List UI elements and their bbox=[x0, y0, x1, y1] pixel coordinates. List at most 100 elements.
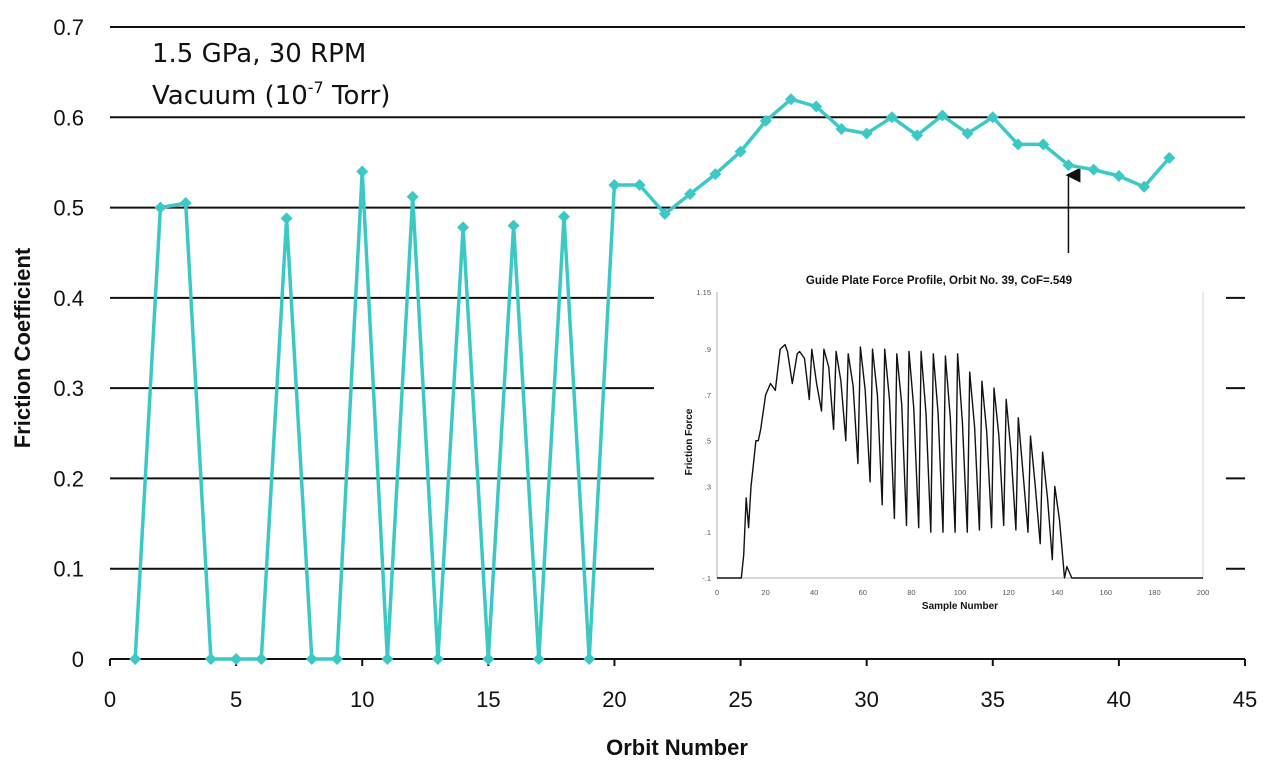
main-axes bbox=[109, 658, 1246, 666]
main-data-point bbox=[1062, 159, 1075, 172]
main-data-point bbox=[1037, 138, 1050, 151]
main-data-point bbox=[532, 653, 545, 665]
main-data-point bbox=[885, 111, 898, 124]
inset-plot-area bbox=[717, 343, 1203, 579]
main-y-tick-label: 0.2 bbox=[53, 466, 84, 491]
main-data-point bbox=[558, 210, 570, 223]
inset-y-tick-label: .3 bbox=[705, 482, 711, 491]
main-x-tick-label: 5 bbox=[230, 687, 242, 712]
main-data-point bbox=[356, 165, 369, 178]
main-data-point bbox=[381, 653, 394, 665]
main-data-point bbox=[583, 653, 596, 665]
main-data-point bbox=[1163, 151, 1176, 164]
main-data-point bbox=[431, 653, 444, 665]
y-axis-title: Friction Coefficient bbox=[10, 247, 35, 448]
inset-title: Guide Plate Force Profile, Orbit No. 39,… bbox=[806, 275, 1072, 287]
inset-y-tick-label: 1.15 bbox=[696, 288, 711, 297]
main-y-tick-label: 0 bbox=[72, 647, 84, 672]
inset-x-tick-label: 200 bbox=[1197, 588, 1210, 597]
main-data-point bbox=[658, 207, 671, 220]
main-y-tick-labels: 0 0.1 0.2 0.3 0.4 0.5 0.6 0.7 bbox=[53, 15, 84, 672]
main-data-point bbox=[179, 197, 192, 210]
main-data-point bbox=[331, 653, 343, 665]
inset-x-tick-label: 100 bbox=[954, 588, 967, 597]
inset-y-axis-title: Friction Force bbox=[684, 408, 695, 475]
main-x-tick-label: 35 bbox=[981, 687, 1005, 712]
inset-y-tick-label: .5 bbox=[705, 437, 711, 446]
inset-x-tick-label: 120 bbox=[1002, 588, 1015, 597]
main-data-point bbox=[1012, 138, 1024, 151]
main-series-line bbox=[133, 97, 1171, 661]
main-data-point bbox=[684, 188, 697, 201]
inset-y-tick-labels: -.1 .1 .3 .5 .7 .9 1.15 bbox=[696, 288, 711, 583]
inset-x-tick-label: 20 bbox=[761, 588, 769, 597]
main-y-tick-label: 0.1 bbox=[53, 557, 84, 582]
main-data-point bbox=[633, 179, 646, 191]
main-x-tick-label: 0 bbox=[104, 687, 116, 712]
main-data-point bbox=[961, 127, 974, 140]
inset-x-tick-label: 160 bbox=[1100, 588, 1113, 597]
inset-x-axis-title: Sample Number bbox=[922, 601, 998, 612]
condition-annotation-torr: Torr) bbox=[324, 81, 391, 111]
main-data-point bbox=[406, 190, 419, 203]
main-x-tick-label: 20 bbox=[602, 687, 626, 712]
main-data-point bbox=[759, 114, 772, 127]
condition-annotation-line1: 1.5 GPa, 30 RPM bbox=[152, 39, 366, 69]
main-data-point bbox=[785, 93, 797, 106]
main-data-point bbox=[482, 653, 495, 665]
main-data-point bbox=[230, 653, 243, 665]
main-series bbox=[129, 93, 1176, 665]
main-x-tick-label: 25 bbox=[728, 687, 752, 712]
condition-annotation-exponent: -7 bbox=[308, 78, 324, 97]
main-data-point bbox=[1138, 180, 1151, 193]
main-data-point bbox=[204, 653, 217, 665]
main-data-point bbox=[835, 123, 848, 136]
main-data-point bbox=[1112, 169, 1125, 182]
main-x-tick-label: 30 bbox=[854, 687, 878, 712]
main-y-tick-label: 0.6 bbox=[53, 105, 84, 130]
main-data-point bbox=[734, 145, 747, 158]
main-x-tick-label: 10 bbox=[350, 687, 374, 712]
main-x-tick-labels: 0 5 10 15 20 25 30 35 40 45 bbox=[104, 687, 1257, 712]
main-data-point bbox=[860, 127, 873, 140]
condition-annotation-line2: Vacuum (10-7 Torr) bbox=[152, 78, 390, 111]
condition-annotation-vacuum: Vacuum (10 bbox=[152, 81, 308, 111]
inset-chart: Guide Plate Force Profile, Orbit No. 39,… bbox=[654, 252, 1226, 630]
main-x-tick-label: 40 bbox=[1107, 687, 1131, 712]
inset-x-tick-labels: 0 20 40 60 80 100 120 140 160 180 200 bbox=[715, 588, 1209, 597]
inset-x-tick-label: 60 bbox=[859, 588, 867, 597]
inset-y-tick-label: .9 bbox=[705, 345, 711, 354]
main-y-tick-label: 0.5 bbox=[53, 196, 84, 221]
main-data-point bbox=[280, 212, 293, 225]
main-y-tick-label: 0.4 bbox=[53, 286, 84, 311]
main-data-point bbox=[709, 168, 722, 181]
main-x-tick-label: 15 bbox=[476, 687, 500, 712]
main-data-point bbox=[911, 129, 924, 142]
main-data-point bbox=[457, 221, 470, 234]
main-data-point bbox=[154, 201, 167, 214]
main-x-tick-label: 45 bbox=[1233, 687, 1257, 712]
main-data-point bbox=[936, 109, 949, 122]
x-axis-title: Orbit Number bbox=[606, 735, 748, 760]
inset-x-tick-label: 80 bbox=[907, 588, 915, 597]
inset-x-tick-label: 0 bbox=[715, 588, 719, 597]
inset-y-tick-label: .1 bbox=[705, 528, 711, 537]
main-data-point bbox=[255, 653, 268, 665]
inset-background bbox=[654, 252, 1226, 630]
main-data-point bbox=[810, 100, 823, 113]
main-y-tick-label: 0.3 bbox=[53, 376, 84, 401]
inset-y-tick-label: .7 bbox=[705, 391, 711, 400]
main-data-point bbox=[986, 111, 999, 124]
main-data-point bbox=[129, 653, 142, 665]
main-data-point bbox=[1087, 163, 1100, 176]
main-y-tick-label: 0.7 bbox=[53, 15, 84, 40]
main-data-point bbox=[608, 179, 621, 191]
inset-x-tick-label: 40 bbox=[810, 588, 818, 597]
main-data-point bbox=[507, 219, 520, 232]
inset-x-tick-label: 180 bbox=[1148, 588, 1161, 597]
inset-x-tick-label: 140 bbox=[1051, 588, 1064, 597]
inset-y-tick-label: -.1 bbox=[702, 574, 711, 583]
main-data-point bbox=[305, 653, 318, 665]
inset-series-line bbox=[717, 343, 1203, 579]
